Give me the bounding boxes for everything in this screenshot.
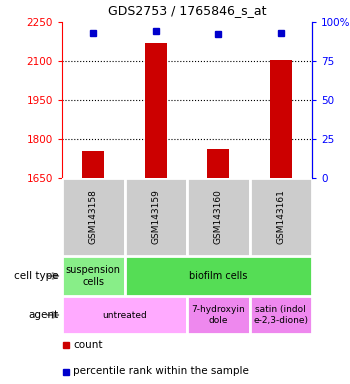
Bar — [270, 60, 292, 178]
Text: untreated: untreated — [102, 311, 147, 319]
Text: agent: agent — [28, 310, 58, 320]
Bar — [187, 178, 250, 256]
Bar — [62, 256, 125, 296]
Bar — [125, 178, 187, 256]
Text: biofilm cells: biofilm cells — [189, 271, 247, 281]
Text: GSM143158: GSM143158 — [89, 190, 98, 245]
Bar — [62, 178, 125, 256]
Text: count: count — [73, 340, 103, 350]
Bar — [187, 296, 250, 334]
Text: cell type: cell type — [14, 271, 58, 281]
Text: GSM143160: GSM143160 — [214, 190, 223, 245]
Text: GDS2753 / 1765846_s_at: GDS2753 / 1765846_s_at — [108, 5, 266, 18]
Bar — [82, 151, 104, 178]
Bar — [62, 296, 187, 334]
Bar — [250, 296, 312, 334]
Text: GSM143159: GSM143159 — [151, 190, 160, 245]
Bar — [125, 256, 312, 296]
Text: percentile rank within the sample: percentile rank within the sample — [73, 366, 249, 376]
Bar — [145, 43, 167, 178]
Text: GSM143161: GSM143161 — [276, 190, 285, 245]
Text: suspension
cells: suspension cells — [66, 265, 121, 287]
Bar — [250, 178, 312, 256]
Text: satin (indol
e-2,3-dione): satin (indol e-2,3-dione) — [253, 305, 308, 325]
Bar — [207, 149, 229, 178]
Text: 7-hydroxyin
dole: 7-hydroxyin dole — [191, 305, 245, 325]
